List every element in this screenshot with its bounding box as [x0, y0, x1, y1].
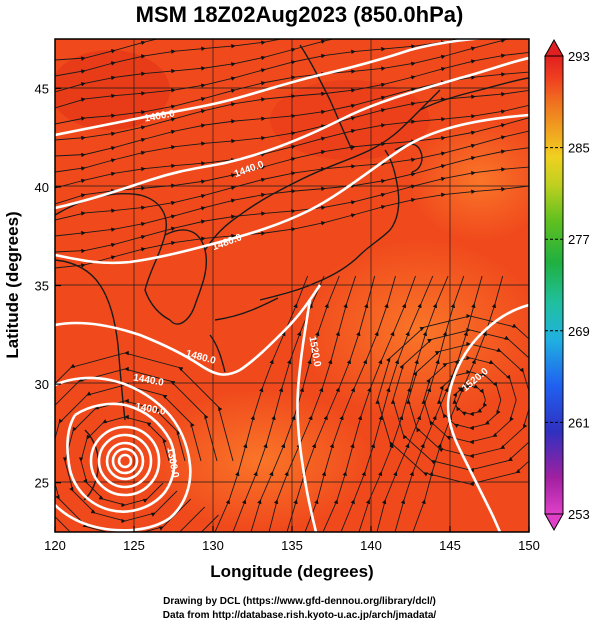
colorbar-tick-label: 293	[568, 49, 590, 64]
colorbar-tick-label: 253	[568, 507, 590, 522]
x-tick-label: 130	[202, 538, 224, 553]
x-tick-label: 140	[360, 538, 382, 553]
y-tick-label: 35	[35, 279, 49, 294]
y-tick-label: 45	[35, 81, 49, 96]
contour-label: 1400.0	[144, 108, 176, 124]
x-tick-label: 135	[281, 538, 303, 553]
y-tick-label: 40	[35, 180, 49, 195]
x-tick-label: 150	[518, 538, 540, 553]
colorbar-upper-arrow	[544, 38, 564, 57]
colorbar-tick-label: 285	[568, 141, 590, 156]
contour-label: 1360.0	[164, 447, 180, 479]
wind-streamlines	[55, 39, 529, 532]
x-axis-label: Longitude (degrees)	[210, 562, 373, 581]
contour-label: 1400.0	[134, 401, 166, 417]
streamline	[55, 350, 234, 532]
y-tick-label: 25	[35, 476, 49, 491]
credit-data-source: Data from http://database.rish.kyoto-u.a…	[162, 610, 437, 621]
chart-title: MSM 18Z02Aug2023 (850.0hPa)	[135, 2, 464, 27]
colorbar-tick-label: 269	[568, 324, 590, 339]
y-axis-label: Latitude (degrees)	[3, 211, 22, 358]
colorbar-scale	[544, 55, 564, 515]
colorbar-tick-label: 277	[568, 232, 590, 247]
y-tick-label: 30	[35, 377, 49, 392]
x-tick-label: 125	[123, 538, 145, 553]
streamline	[375, 313, 529, 487]
colorbar-tick-label: 261	[568, 415, 590, 430]
x-tick-label: 145	[439, 538, 461, 553]
colorbar: 293 285 277 269 261 253	[544, 38, 590, 532]
contour-label: 1440.0	[132, 372, 164, 388]
y-axis-ticks: 25 30 35 40 45	[35, 81, 61, 491]
x-tick-label: 120	[44, 538, 66, 553]
height-contours	[55, 39, 529, 532]
streamline	[55, 185, 529, 269]
x-axis-ticks: 120 125 130 135 140 145 150	[44, 526, 540, 553]
contour-label: 1520.0	[306, 336, 322, 368]
credit-drawing: Drawing by DCL (https://www.gfd-dennou.o…	[163, 596, 436, 607]
colorbar-lower-arrow	[544, 513, 564, 532]
